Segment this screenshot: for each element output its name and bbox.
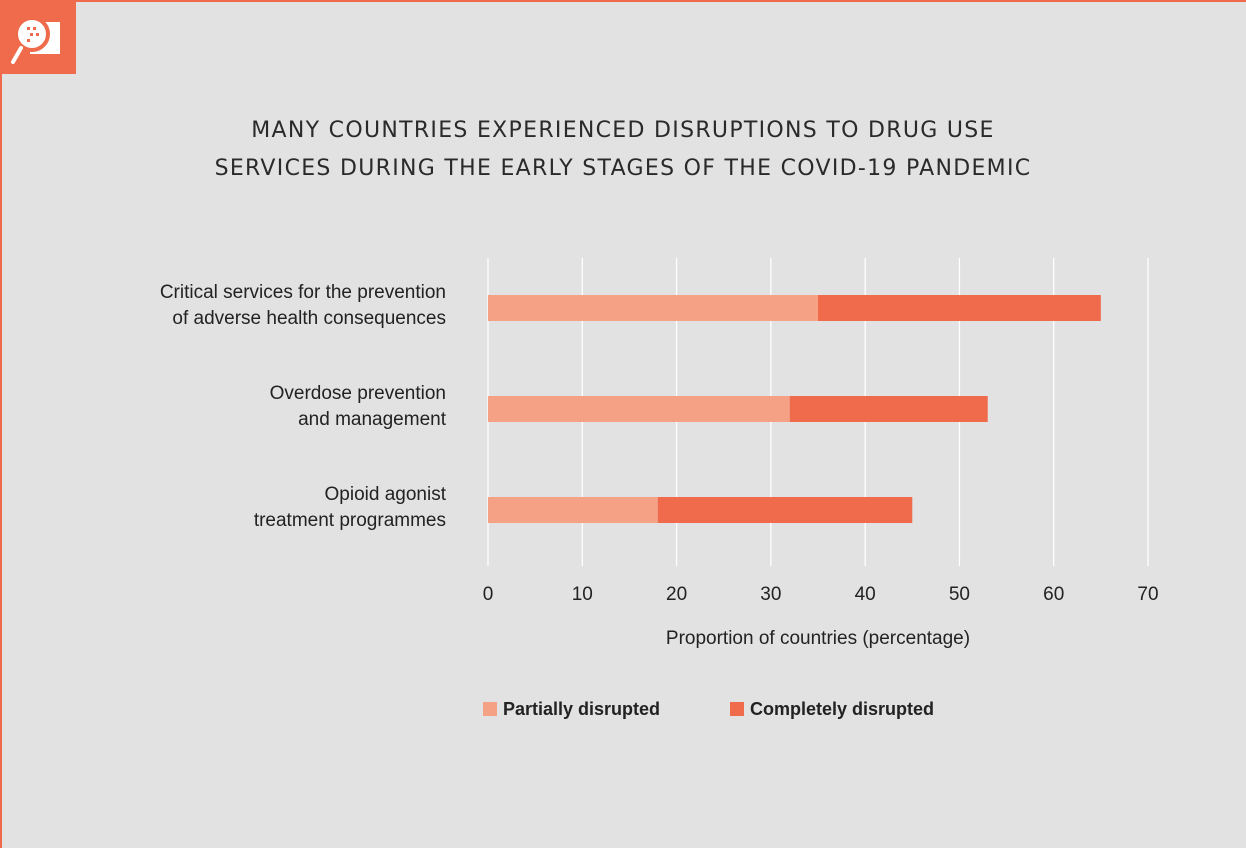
category-label-line: of adverse health consequences (172, 308, 446, 329)
x-tick-label: 50 (949, 584, 970, 605)
legend: Partially disrupted Completely disrupted (0, 696, 1246, 722)
legend-item-completely-disrupted: Completely disrupted (730, 696, 934, 722)
magnifier-report-icon (0, 0, 76, 74)
x-tick-label: 40 (855, 584, 876, 605)
frame-left-border (0, 0, 2, 848)
x-tick-label: 70 (1137, 584, 1158, 605)
legend-swatch-partially-disrupted (483, 702, 497, 716)
category-label-critical-services: Critical services for the prevention of a… (26, 280, 446, 332)
legend-label: Completely disrupted (750, 698, 935, 719)
x-tick-label: 20 (666, 584, 687, 605)
bar-partial-opioid-agonist-treatment (488, 497, 658, 523)
chart-title-line: SERVICES DURING THE EARLY STAGES OF THE … (214, 156, 1032, 181)
bar-complete-opioid-agonist-treatment (657, 497, 913, 523)
category-label-line: treatment programmes (253, 510, 446, 531)
x-axis-label: Proportion of countries (percentage) (666, 628, 970, 649)
category-label-line: and management (298, 409, 446, 430)
chart-title: MANY COUNTRIES EXPERIENCED DISRUPTIONS T… (100, 112, 1146, 188)
category-label-overdose-prevention: Overdose prevention and management (26, 381, 446, 433)
report-badge (0, 0, 76, 74)
x-tick-label: 0 (483, 584, 494, 605)
category-label-line: Overdose prevention (269, 383, 446, 404)
legend-label: Partially disrupted (503, 698, 661, 719)
category-label-opioid-agonist-treatment: Opioid agonist treatment programmes (26, 482, 446, 534)
legend-item-partially-disrupted: Partially disrupted (483, 696, 660, 722)
x-tick-label: 60 (1043, 584, 1064, 605)
category-label-line: Critical services for the prevention (159, 282, 446, 303)
frame-top-border (0, 0, 1246, 2)
bar-partial-critical-services (488, 295, 818, 321)
chart-title-line: MANY COUNTRIES EXPERIENCED DISRUPTIONS T… (251, 118, 995, 143)
bar-partial-overdose-prevention (488, 396, 790, 422)
legend-swatch-completely-disrupted (730, 702, 744, 716)
x-tick-label: 10 (572, 584, 593, 605)
x-tick-label: 30 (760, 584, 781, 605)
category-label-line: Opioid agonist (324, 484, 446, 505)
bar-complete-critical-services (818, 295, 1101, 321)
bar-complete-overdose-prevention (789, 396, 988, 422)
